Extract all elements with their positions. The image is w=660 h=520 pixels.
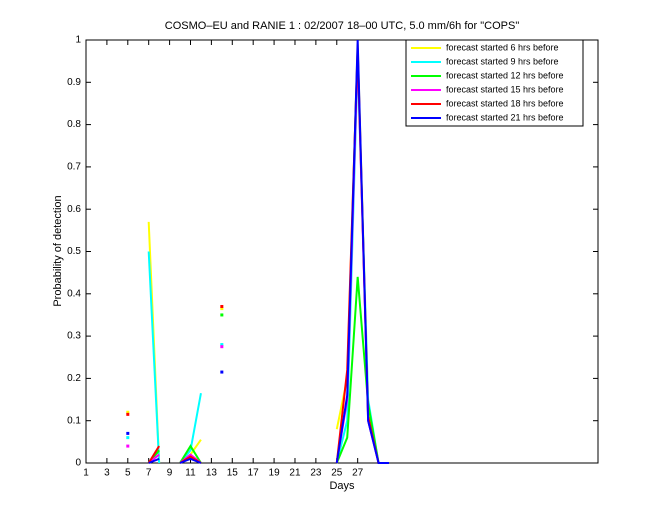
y-axis-label: Probability of detection: [52, 195, 64, 306]
point: [126, 436, 130, 440]
x-tick-label: 23: [310, 468, 322, 479]
point: [220, 313, 224, 317]
y-tick-label: 0.7: [67, 162, 81, 173]
x-tick-label: 21: [289, 468, 301, 479]
x-tick-label: 7: [146, 468, 152, 479]
y-tick-label: 0.3: [67, 331, 81, 342]
x-tick-label: 9: [167, 468, 173, 479]
y-tick-label: 0.8: [67, 119, 81, 130]
point: [126, 412, 130, 416]
y-tick-label: 0.5: [67, 246, 81, 257]
point: [126, 431, 130, 435]
x-tick-label: 3: [104, 468, 110, 479]
series-line: [335, 39, 390, 464]
y-tick-label: 0.1: [67, 415, 81, 426]
x-tick-label: 19: [269, 468, 281, 479]
legend-label: forecast started 9 hrs before: [446, 56, 559, 66]
legend-label: forecast started 12 hrs before: [446, 70, 564, 80]
point: [220, 343, 224, 347]
legend-label: forecast started 21 hrs before: [446, 112, 564, 122]
x-tick-label: 11: [185, 468, 196, 479]
x-tick-label: 27: [352, 468, 364, 479]
series-line: [148, 457, 160, 464]
y-tick-label: 0.9: [67, 77, 81, 88]
x-tick-label: 1: [83, 468, 89, 479]
point: [220, 345, 224, 349]
point: [126, 444, 130, 448]
x-tick-label: 5: [125, 468, 131, 479]
chart-title: COSMO–EU and RANIE 1 : 02/2007 18–00 UTC…: [165, 20, 520, 32]
y-tick-label: 0.6: [67, 204, 81, 215]
x-tick-label: 25: [331, 468, 343, 479]
point: [220, 304, 224, 308]
y-tick-label: 0: [75, 458, 81, 469]
series-line: [147, 251, 161, 464]
legend-label: forecast started 15 hrs before: [446, 84, 564, 94]
series-line: [179, 444, 202, 464]
legend-label: forecast started 18 hrs before: [446, 98, 564, 108]
series-line: [179, 457, 202, 464]
point: [220, 307, 224, 311]
x-tick-label: 15: [227, 468, 239, 479]
legend-label: forecast started 6 hrs before: [446, 42, 559, 52]
series-line: [147, 445, 160, 464]
y-tick-label: 0.2: [67, 373, 81, 384]
y-tick-label: 1: [75, 35, 81, 46]
y-tick-label: 0.4: [67, 288, 81, 299]
x-tick-label: 13: [206, 468, 218, 479]
point: [220, 370, 224, 374]
x-axis-label: Days: [329, 480, 355, 492]
legend-box: [405, 39, 584, 127]
x-tick-label: 17: [248, 468, 260, 479]
point: [126, 410, 130, 414]
